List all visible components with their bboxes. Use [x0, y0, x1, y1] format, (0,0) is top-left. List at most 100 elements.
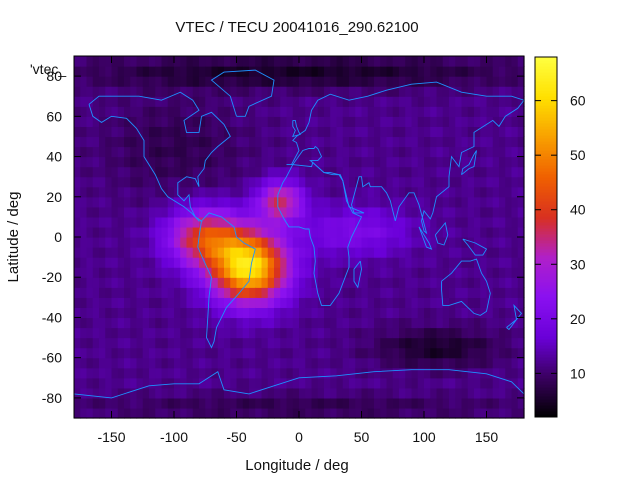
heatmap-cell: [442, 237, 450, 248]
heatmap-cell: [305, 377, 313, 389]
heatmap-cell: [205, 317, 213, 329]
heatmap-cell: [267, 126, 275, 138]
heatmap-cell: [342, 56, 350, 67]
heatmap-cell: [280, 367, 288, 379]
heatmap-cell: [205, 237, 213, 248]
heatmap-cell: [267, 66, 275, 77]
heatmap-cell: [386, 196, 394, 208]
heatmap-cell: [92, 206, 100, 218]
colorbar-segment: [535, 267, 557, 271]
heatmap-cell: [430, 267, 438, 278]
heatmap-cell: [136, 156, 144, 168]
heatmap-cell: [149, 156, 156, 168]
heatmap-cell: [399, 76, 406, 87]
heatmap-cell: [74, 206, 81, 218]
heatmap-cell: [199, 196, 206, 208]
heatmap-cell: [330, 146, 338, 158]
heatmap-cell: [217, 176, 225, 188]
heatmap-cell: [405, 277, 413, 288]
heatmap-cell: [280, 397, 288, 409]
heatmap-cell: [349, 176, 356, 188]
heatmap-cell: [174, 96, 181, 107]
heatmap-cell: [280, 126, 288, 138]
heatmap-cell: [211, 397, 219, 409]
heatmap-cell: [136, 216, 144, 228]
heatmap-cell: [367, 327, 375, 339]
heatmap-cell: [124, 86, 131, 97]
heatmap-cell: [474, 166, 481, 178]
heatmap-cell: [342, 387, 350, 399]
heatmap-cell: [486, 226, 494, 238]
colorbar-segment: [535, 96, 557, 100]
heatmap-cell: [386, 367, 394, 379]
heatmap-cell: [111, 287, 119, 298]
heatmap-cell: [492, 287, 500, 298]
heatmap-cell: [80, 206, 88, 218]
heatmap-cell: [355, 136, 363, 148]
heatmap-cell: [199, 126, 206, 138]
heatmap-cell: [249, 347, 256, 359]
heatmap-cell: [386, 267, 394, 278]
heatmap-cell: [80, 267, 88, 278]
heatmap-cell: [205, 267, 213, 278]
heatmap-cell: [442, 156, 450, 168]
heatmap-cell: [111, 377, 119, 389]
heatmap-cell: [167, 357, 175, 369]
heatmap-cell: [74, 367, 81, 379]
heatmap-cell: [292, 287, 300, 298]
heatmap-cell: [342, 226, 350, 238]
heatmap-cell: [105, 56, 113, 67]
heatmap-cell: [492, 317, 500, 329]
heatmap-cell: [355, 317, 363, 329]
heatmap-cell: [117, 287, 125, 298]
heatmap-cell: [124, 136, 131, 148]
heatmap-cell: [274, 216, 281, 228]
heatmap-cell: [355, 166, 363, 178]
heatmap-cell: [180, 307, 188, 319]
heatmap-cell: [161, 66, 169, 77]
heatmap-cell: [499, 267, 506, 278]
heatmap-cell: [261, 347, 269, 359]
heatmap-cell: [261, 226, 269, 238]
heatmap-cell: [142, 237, 150, 248]
heatmap-cell: [317, 297, 325, 308]
heatmap-cell: [130, 56, 138, 67]
heatmap-cell: [261, 56, 269, 67]
heatmap-cell: [280, 237, 288, 248]
heatmap-cell: [311, 317, 319, 329]
colorbar-segment: [535, 183, 557, 187]
heatmap-cell: [255, 216, 263, 228]
heatmap-cell: [380, 226, 388, 238]
heatmap-cell: [324, 96, 331, 107]
heatmap-cell: [111, 166, 119, 178]
heatmap-cell: [99, 327, 106, 339]
heatmap-cell: [192, 317, 200, 329]
heatmap-cell: [474, 66, 481, 77]
heatmap-cell: [117, 226, 125, 238]
heatmap-cell: [342, 136, 350, 148]
heatmap-cell: [336, 176, 344, 188]
heatmap-cell: [349, 387, 356, 399]
heatmap-cell: [242, 297, 250, 308]
heatmap-cell: [424, 357, 431, 369]
heatmap-cell: [361, 237, 369, 248]
heatmap-cell: [492, 407, 500, 419]
heatmap-cell: [249, 56, 256, 67]
heatmap-cell: [411, 367, 419, 379]
heatmap-cell: [367, 317, 375, 329]
heatmap-cell: [442, 56, 450, 67]
heatmap-cell: [292, 337, 300, 349]
heatmap-cell: [117, 297, 125, 308]
heatmap-cell: [230, 216, 238, 228]
heatmap-cell: [274, 257, 281, 268]
heatmap-cell: [436, 287, 444, 298]
heatmap-cell: [292, 367, 300, 379]
heatmap-cell: [149, 377, 156, 389]
heatmap-cell: [292, 196, 300, 208]
heatmap-cell: [267, 287, 275, 298]
heatmap-cell: [136, 146, 144, 158]
heatmap-cell: [280, 186, 288, 198]
heatmap-cell: [461, 196, 469, 208]
heatmap-cell: [411, 407, 419, 419]
heatmap-cell: [136, 267, 144, 278]
